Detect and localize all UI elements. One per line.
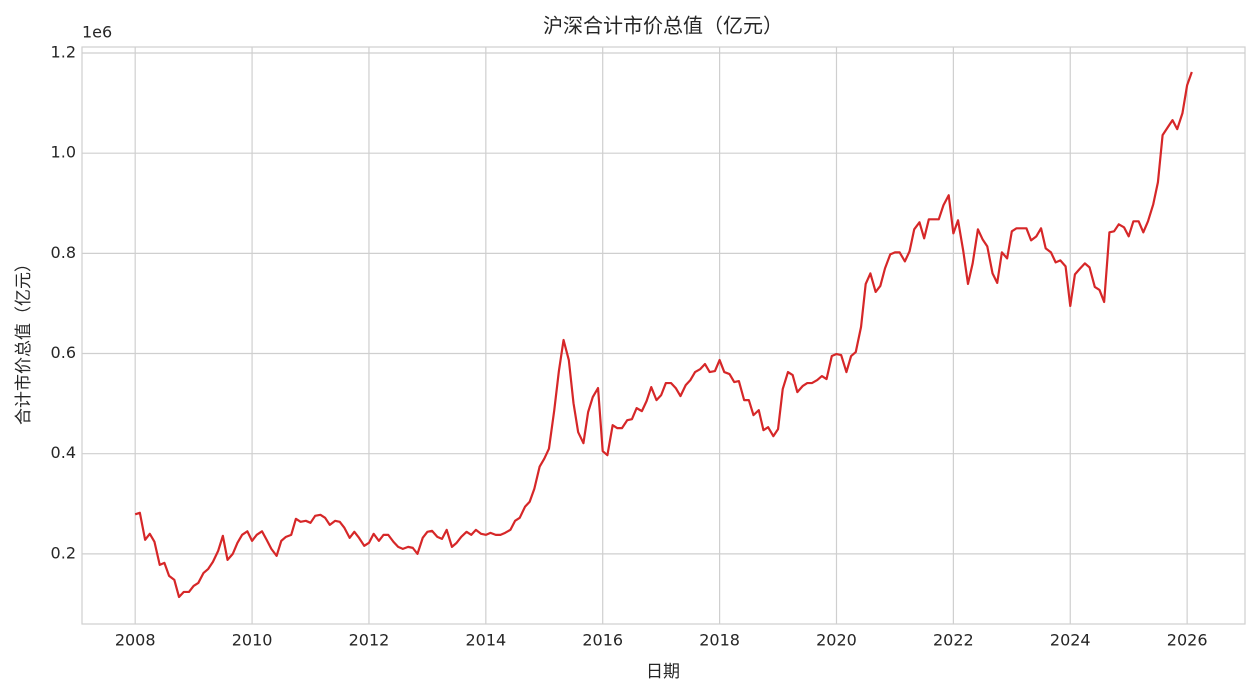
plot-frame <box>81 46 1246 625</box>
y-tick-label: 0.2 <box>51 543 76 562</box>
y-tick-label: 0.8 <box>51 243 76 262</box>
data-line <box>134 71 1193 599</box>
y-tick-label: 1.0 <box>51 143 76 162</box>
y-axis-label: 合计市价总值（亿元） <box>14 255 34 425</box>
x-tick-label: 2024 <box>1050 631 1091 650</box>
x-tick-label: 2026 <box>1167 631 1208 650</box>
y-tick-label: 0.4 <box>51 443 76 462</box>
x-tick-label: 2016 <box>582 631 623 650</box>
x-tick-label: 2022 <box>933 631 974 650</box>
x-tick-label: 2008 <box>115 631 156 650</box>
x-tick-label: 2010 <box>232 631 273 650</box>
x-axis-label: 日期 <box>646 662 680 682</box>
y-tick-label: 1.2 <box>51 43 76 62</box>
chart-title: 沪深合计市价总值（亿元） <box>543 14 783 38</box>
x-tick-label: 2012 <box>349 631 390 650</box>
y-offset-label: 1e6 <box>82 23 112 42</box>
x-tick-label: 2014 <box>465 631 506 650</box>
x-tick-label: 2020 <box>816 631 857 650</box>
y-tick-label: 0.6 <box>51 343 76 362</box>
x-tick-label: 2018 <box>699 631 740 650</box>
